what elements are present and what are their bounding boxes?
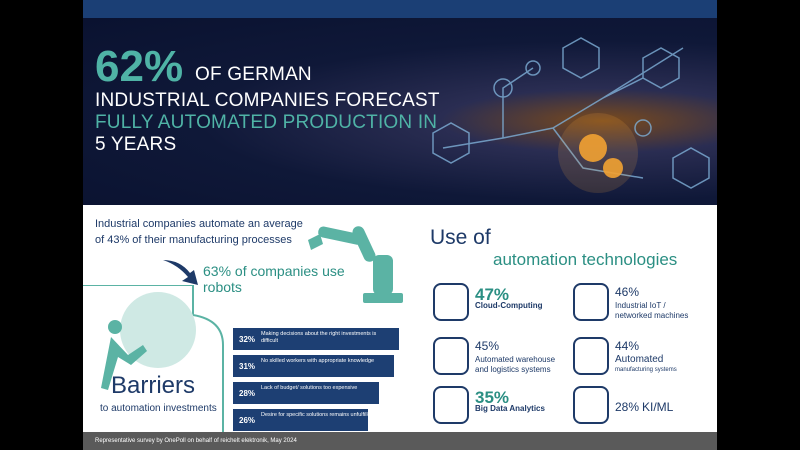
tech-label: Big Data Analytics	[475, 404, 545, 413]
barriers-title: Barriers	[111, 372, 196, 399]
barrier-bar	[233, 409, 369, 431]
barrier-graphic	[83, 285, 224, 432]
hero-line: INDUSTRIAL COMPANIES FORECAST	[95, 90, 440, 111]
robots-line: 63% of companies use	[203, 263, 345, 279]
tech-label: Cloud-Computing	[475, 301, 543, 310]
tech-icon	[433, 386, 469, 424]
hero-banner	[83, 18, 717, 205]
barrier-text: Lack of budget/ solutions too expensive	[261, 385, 358, 391]
tech-percent: 44%	[615, 339, 640, 353]
barrier-bar	[233, 382, 379, 404]
hero-line: OF GERMAN	[195, 64, 312, 85]
tech-icon	[573, 337, 609, 375]
barrier-bar	[233, 355, 395, 377]
robot-graphics	[163, 226, 403, 303]
tech-percent: 45%	[475, 339, 500, 353]
tech-label: networked machines	[615, 311, 689, 320]
tech-icon	[573, 283, 609, 321]
tech-percent: 46%	[615, 285, 640, 299]
tech-label: KI/ML	[642, 400, 674, 414]
tech-label: Automated	[615, 354, 664, 365]
tech-icon	[573, 386, 609, 424]
tech-percent: 28%	[615, 400, 640, 414]
tech-label: manufacturing systems	[615, 367, 677, 373]
barrier-percent: 28%	[239, 389, 256, 398]
tech-label: Industrial IoT /	[615, 301, 666, 310]
tech-percent: 47%	[475, 285, 510, 304]
hero-percent: 62%	[95, 42, 184, 91]
barrier-text: No skilled workers with appropriate know…	[261, 358, 375, 364]
tech-subtitle: automation technologies	[493, 250, 678, 269]
barrier-bar	[233, 328, 400, 350]
intro-line: of 43% of their manufacturing processes	[95, 234, 292, 246]
barrier-percent: 32%	[239, 335, 256, 344]
intro-line: Industrial companies automate an average	[95, 218, 303, 230]
robots-line: robots	[203, 279, 242, 295]
barrier-text: Making decisions about the right investm…	[261, 331, 377, 344]
hero-line: 5 YEARS	[95, 134, 177, 155]
infographic: 62% OF GERMAN INDUSTRIAL COMPANIES FOREC…	[83, 0, 717, 450]
barriers-subtitle: to automation investments	[100, 403, 217, 414]
footer: Representative survey by OnePoll on beha…	[83, 432, 717, 450]
barrier-percent: 26%	[239, 416, 256, 425]
tech-label: Automated warehouse	[475, 355, 556, 364]
circuit-art	[432, 37, 710, 193]
tech-label: and logistics systems	[475, 365, 551, 374]
tech-icon	[433, 337, 469, 375]
top-bar	[83, 0, 717, 18]
tech-percent: 35%	[475, 388, 510, 407]
tech-title: Use of	[430, 226, 491, 249]
tech-icon	[433, 283, 469, 321]
barrier-text: Desire for specific solutions remains un…	[261, 412, 374, 418]
barrier-percent: 31%	[239, 362, 256, 371]
hero-line: FULLY AUTOMATED PRODUCTION IN	[95, 112, 438, 133]
